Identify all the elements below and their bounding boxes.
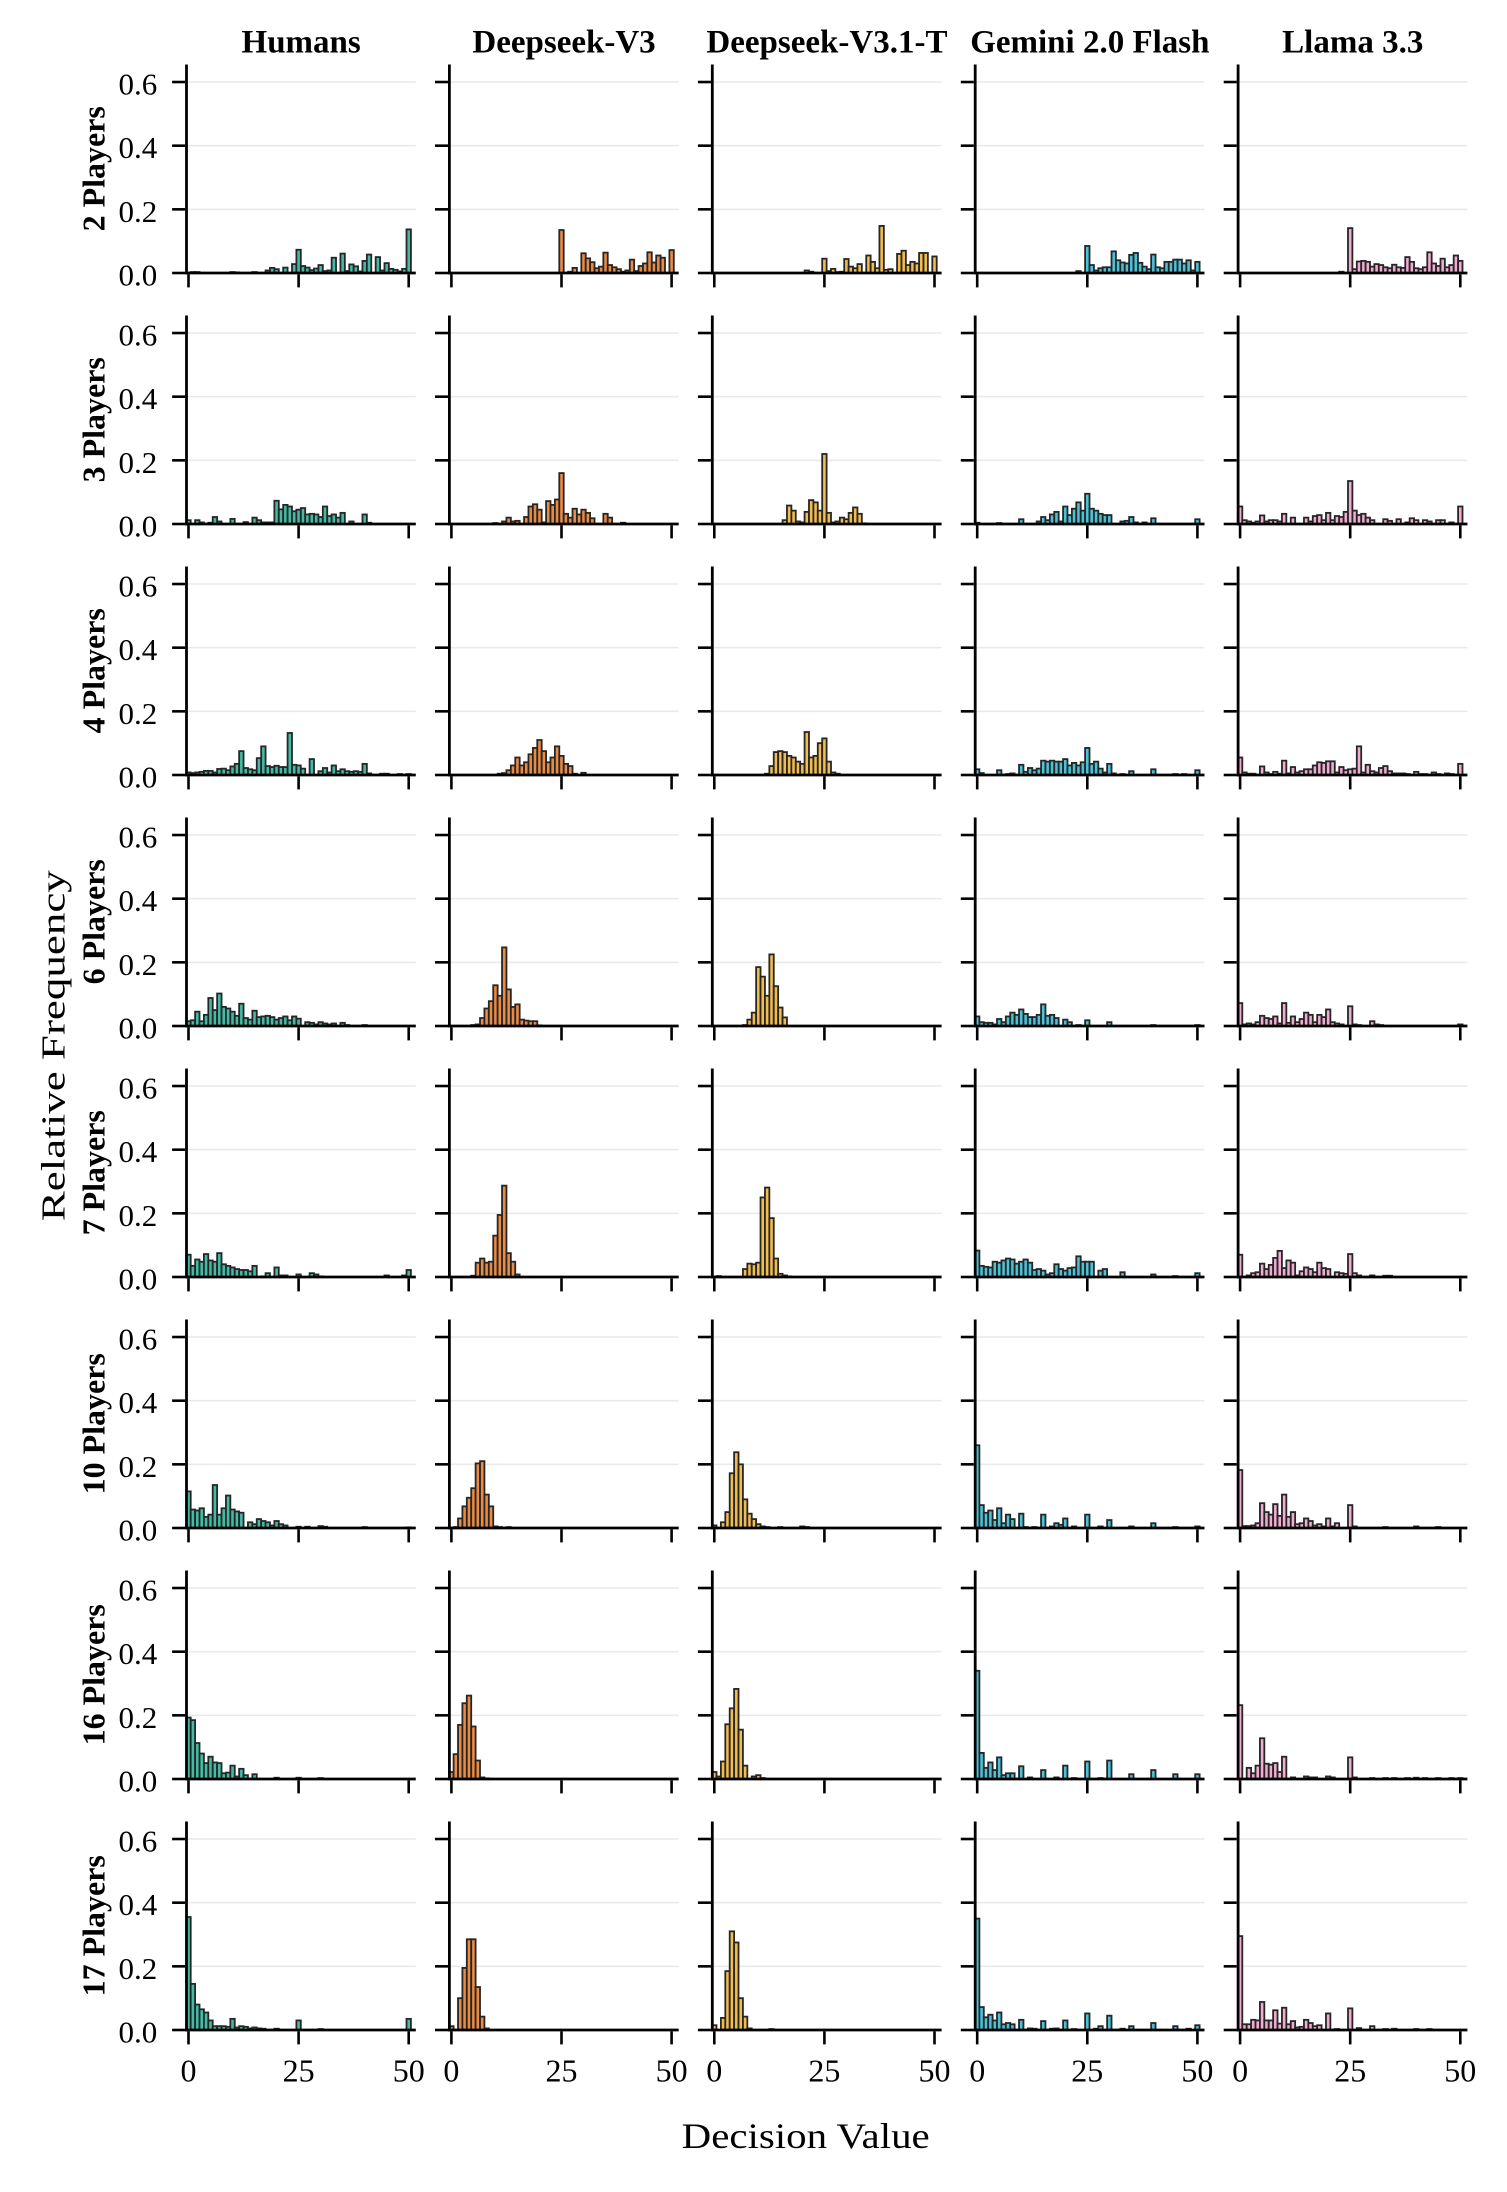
svg-text:0.4: 0.4 bbox=[119, 1385, 158, 1420]
svg-text:0.6: 0.6 bbox=[119, 1573, 158, 1608]
svg-text:25: 25 bbox=[283, 2053, 315, 2089]
svg-text:50: 50 bbox=[919, 2053, 951, 2089]
svg-text:Gemini 2.0 Flash: Gemini 2.0 Flash bbox=[970, 25, 1209, 61]
svg-text:6 Players: 6 Players bbox=[76, 859, 112, 984]
svg-text:0.4: 0.4 bbox=[119, 1134, 158, 1169]
svg-text:7 Players: 7 Players bbox=[76, 1110, 112, 1235]
svg-text:Llama 3.3: Llama 3.3 bbox=[1282, 25, 1423, 61]
svg-text:0.6: 0.6 bbox=[119, 820, 158, 855]
svg-text:0.2: 0.2 bbox=[119, 696, 158, 731]
svg-text:0: 0 bbox=[1232, 2053, 1248, 2089]
svg-text:0.0: 0.0 bbox=[119, 760, 158, 795]
svg-text:0.2: 0.2 bbox=[119, 1700, 158, 1735]
svg-text:0.0: 0.0 bbox=[119, 1764, 158, 1799]
svg-text:25: 25 bbox=[1334, 2053, 1366, 2089]
svg-text:0.6: 0.6 bbox=[119, 1322, 158, 1357]
svg-text:0.4: 0.4 bbox=[119, 1636, 158, 1671]
svg-text:Relative Frequency: Relative Frequency bbox=[36, 870, 73, 1221]
svg-text:0.4: 0.4 bbox=[119, 883, 158, 918]
svg-text:Humans: Humans bbox=[242, 25, 361, 61]
svg-text:25: 25 bbox=[546, 2053, 578, 2089]
svg-text:17 Players: 17 Players bbox=[76, 1855, 112, 1996]
svg-text:0: 0 bbox=[181, 2053, 197, 2089]
svg-text:0.2: 0.2 bbox=[119, 445, 158, 480]
svg-text:0.0: 0.0 bbox=[119, 1011, 158, 1046]
svg-text:0.4: 0.4 bbox=[119, 130, 158, 165]
svg-text:10 Players: 10 Players bbox=[76, 1353, 112, 1494]
svg-text:0.0: 0.0 bbox=[119, 509, 158, 544]
svg-text:16 Players: 16 Players bbox=[76, 1604, 112, 1745]
svg-text:0.4: 0.4 bbox=[119, 632, 158, 667]
svg-text:50: 50 bbox=[1444, 2053, 1476, 2089]
svg-text:0.6: 0.6 bbox=[119, 318, 158, 353]
svg-text:Deepseek-V3.1-T: Deepseek-V3.1-T bbox=[706, 25, 947, 61]
svg-text:0.0: 0.0 bbox=[119, 258, 158, 293]
svg-text:0.2: 0.2 bbox=[119, 1198, 158, 1233]
svg-text:0.2: 0.2 bbox=[119, 1951, 158, 1986]
svg-text:0: 0 bbox=[443, 2053, 459, 2089]
svg-text:0.0: 0.0 bbox=[119, 1513, 158, 1548]
svg-text:0.0: 0.0 bbox=[119, 2015, 158, 2050]
svg-text:0.4: 0.4 bbox=[119, 381, 158, 416]
svg-text:0.0: 0.0 bbox=[119, 1262, 158, 1297]
svg-text:0: 0 bbox=[706, 2053, 722, 2089]
svg-text:0.2: 0.2 bbox=[119, 1449, 158, 1484]
svg-text:0.6: 0.6 bbox=[119, 67, 158, 102]
svg-text:2 Players: 2 Players bbox=[76, 106, 112, 231]
svg-text:Deepseek-V3: Deepseek-V3 bbox=[472, 25, 655, 61]
svg-text:0: 0 bbox=[969, 2053, 985, 2089]
svg-text:0.6: 0.6 bbox=[119, 1071, 158, 1106]
svg-text:0.2: 0.2 bbox=[119, 194, 158, 229]
svg-text:Decision Value: Decision Value bbox=[682, 2116, 930, 2156]
svg-text:50: 50 bbox=[1181, 2053, 1213, 2089]
svg-text:0.6: 0.6 bbox=[119, 569, 158, 604]
svg-text:3 Players: 3 Players bbox=[76, 357, 112, 482]
svg-text:50: 50 bbox=[393, 2053, 425, 2089]
svg-text:50: 50 bbox=[656, 2053, 688, 2089]
svg-text:0.6: 0.6 bbox=[119, 1824, 158, 1859]
svg-text:0.4: 0.4 bbox=[119, 1887, 158, 1922]
svg-text:25: 25 bbox=[1071, 2053, 1103, 2089]
svg-text:4 Players: 4 Players bbox=[76, 608, 112, 733]
svg-text:25: 25 bbox=[808, 2053, 840, 2089]
svg-text:0.2: 0.2 bbox=[119, 947, 158, 982]
